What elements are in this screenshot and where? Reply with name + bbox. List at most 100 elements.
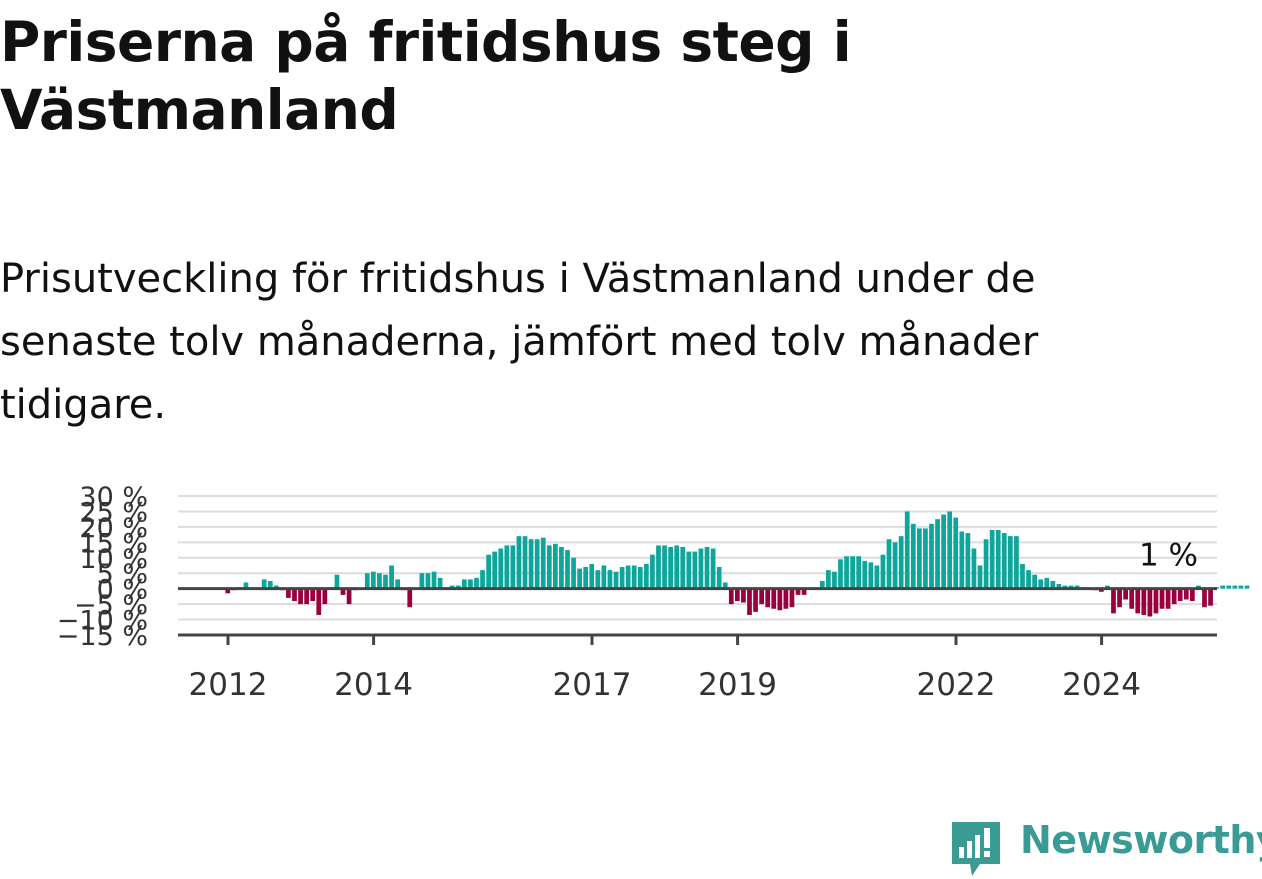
- x-tick-label: 2012: [189, 667, 268, 703]
- bar: [1208, 588, 1213, 606]
- bar: [455, 585, 461, 589]
- bar: [1220, 585, 1226, 589]
- bar: [1020, 563, 1025, 589]
- bar: [364, 573, 370, 589]
- bar: [389, 565, 394, 589]
- y-tick-label: 15 %: [79, 528, 148, 559]
- bar: [698, 548, 704, 589]
- bar: [1038, 579, 1044, 589]
- bar: [322, 588, 328, 605]
- bar: [1007, 536, 1013, 589]
- bar: [225, 588, 231, 594]
- bar: [868, 562, 874, 589]
- y-tick-label: −15 %: [57, 621, 148, 652]
- bar: [789, 588, 795, 608]
- bar: [1074, 585, 1080, 589]
- y-tick-label: −10 %: [57, 606, 148, 637]
- bar: [589, 563, 595, 589]
- bar: [267, 580, 273, 589]
- bar: [1098, 588, 1104, 592]
- bar: [1111, 588, 1116, 614]
- bar: [819, 580, 825, 589]
- bar: [971, 548, 977, 589]
- bar: [862, 560, 868, 589]
- bar: [929, 523, 934, 589]
- bar: [340, 588, 346, 595]
- bar: [383, 574, 388, 589]
- bar: [1141, 588, 1147, 615]
- y-axis-ticks: 30 %25 %20 %15 %10 %5 %0 %−5 %−10 %−15 %: [57, 482, 148, 652]
- bar: [771, 588, 777, 609]
- bar: [953, 517, 959, 589]
- bar: [516, 536, 522, 589]
- bar: [856, 556, 862, 589]
- bar: [977, 565, 983, 589]
- bar: [959, 531, 965, 589]
- bar: [565, 550, 570, 589]
- bar: [1032, 574, 1037, 589]
- bar: [1183, 588, 1189, 600]
- bar: [407, 588, 413, 608]
- bar: [437, 577, 443, 589]
- bar: [625, 565, 631, 589]
- bar: [1050, 580, 1056, 589]
- bar: [910, 523, 916, 589]
- bar: [419, 573, 425, 589]
- bar: [1232, 585, 1238, 589]
- bar: [898, 536, 904, 589]
- bar: [522, 536, 528, 589]
- bar: [395, 579, 400, 589]
- bar: [965, 533, 971, 589]
- bar: [668, 546, 673, 589]
- bar: [480, 570, 485, 589]
- y-tick-label: −5 %: [74, 590, 148, 621]
- bar: [304, 588, 309, 605]
- bar: [571, 557, 576, 589]
- bar: [613, 571, 619, 589]
- bar: [546, 545, 552, 589]
- bar-series: [225, 511, 1250, 617]
- bar: [880, 554, 886, 589]
- y-tick-label: 10 %: [79, 544, 148, 575]
- bar: [1171, 588, 1177, 605]
- bar: [510, 545, 516, 589]
- bar: [631, 565, 637, 589]
- bar: [783, 588, 789, 609]
- bar: [1014, 536, 1019, 589]
- bar: [1129, 588, 1135, 609]
- y-tick-label: 20 %: [79, 513, 148, 544]
- bar: [1135, 588, 1141, 614]
- bar: [595, 570, 601, 589]
- bar: [534, 539, 540, 589]
- bar: [722, 582, 728, 589]
- bar: [474, 577, 479, 589]
- bar: [377, 573, 382, 589]
- bar: [273, 585, 279, 589]
- bar: [316, 588, 322, 615]
- bar: [874, 565, 880, 589]
- bar: [838, 559, 843, 589]
- bar: [261, 579, 267, 589]
- bar: [680, 546, 686, 589]
- bar: [643, 563, 649, 589]
- bar: [504, 545, 510, 589]
- bar: [370, 571, 376, 589]
- bar: [425, 573, 431, 589]
- bar: [298, 588, 303, 605]
- y-tick-label: 30 %: [79, 482, 148, 513]
- bar: [1159, 588, 1165, 609]
- bar: [1147, 588, 1153, 617]
- bar: [461, 579, 467, 589]
- bar: [1244, 585, 1250, 589]
- bar: [607, 570, 613, 589]
- bar: [935, 519, 940, 589]
- bar: [1056, 584, 1062, 589]
- bar: [637, 567, 643, 589]
- bar: [1001, 533, 1007, 589]
- bar: [1117, 588, 1122, 608]
- bar: [941, 514, 946, 589]
- bar: [692, 551, 698, 589]
- bar: [674, 545, 680, 589]
- x-tick-label: 2014: [334, 667, 413, 703]
- bar: [552, 543, 558, 589]
